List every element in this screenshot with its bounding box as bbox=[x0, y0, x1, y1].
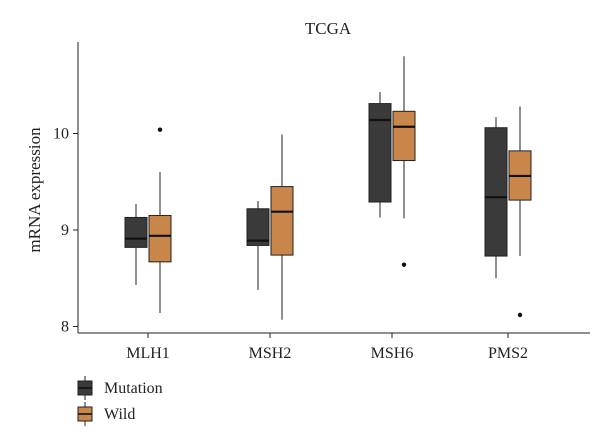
legend-item-wild: Wild bbox=[77, 402, 135, 426]
y-axis-label: mRNA expression bbox=[25, 127, 44, 253]
x-tick-label: PMS2 bbox=[488, 345, 528, 362]
legend-label: Wild bbox=[104, 406, 135, 423]
legend: Mutation Wild bbox=[77, 376, 163, 426]
box-wild-pms2 bbox=[508, 106, 532, 318]
box-body bbox=[148, 215, 172, 263]
outlier-point bbox=[517, 312, 523, 318]
chart-title: TCGA bbox=[305, 19, 352, 38]
box-body bbox=[392, 110, 416, 162]
box-body bbox=[246, 208, 270, 246]
axes: 8 9 10 MLH1 MSH2 MSH6 PMS2 bbox=[53, 42, 590, 362]
box-wild-msh2 bbox=[270, 134, 294, 320]
legend-label: Mutation bbox=[104, 380, 163, 397]
box-body bbox=[124, 216, 148, 248]
box-body bbox=[368, 103, 392, 203]
x-tick-label: MLH1 bbox=[126, 345, 170, 362]
box-body bbox=[484, 127, 508, 257]
box-mutation-msh2 bbox=[246, 201, 270, 290]
y-tick-label: 9 bbox=[61, 222, 69, 239]
outlier-point bbox=[157, 127, 163, 132]
outlier-point bbox=[401, 262, 407, 267]
y-tick-label: 10 bbox=[53, 126, 69, 143]
plot-area bbox=[124, 56, 532, 320]
x-tick-label: MSH2 bbox=[249, 345, 292, 362]
box-mutation-mlh1 bbox=[124, 203, 148, 286]
box-mutation-pms2 bbox=[484, 117, 508, 279]
box-wild-mlh1 bbox=[148, 127, 172, 313]
box-mutation-msh6 bbox=[368, 92, 392, 218]
box-wild-msh6 bbox=[392, 56, 416, 267]
box-body bbox=[270, 186, 294, 256]
x-tick-label: MSH6 bbox=[371, 345, 414, 362]
y-tick-label: 8 bbox=[61, 319, 69, 336]
legend-item-mutation: Mutation bbox=[77, 376, 163, 400]
